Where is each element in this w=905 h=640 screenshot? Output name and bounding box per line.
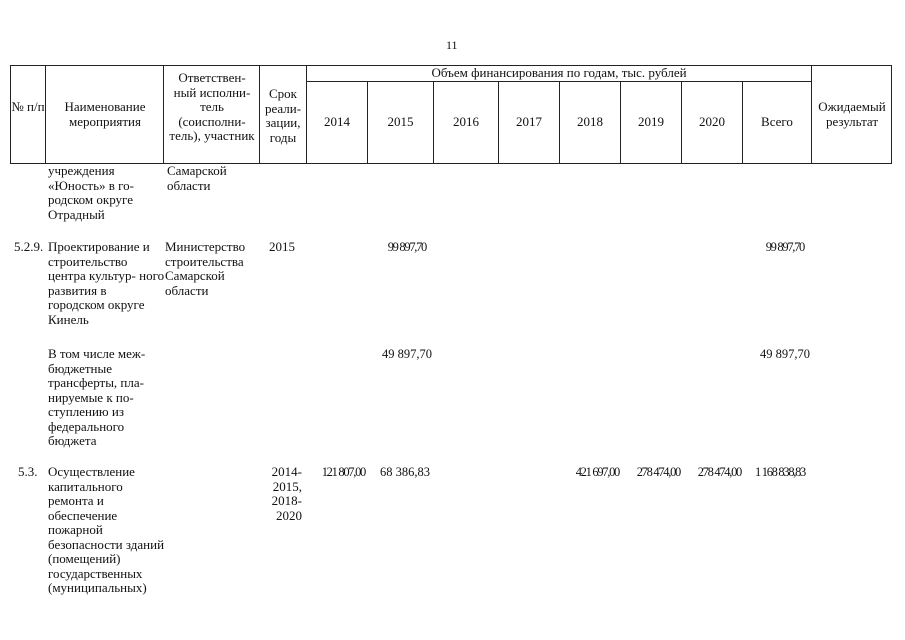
header-term: Срок реали- зации, годы [264, 86, 302, 145]
row-529-num: 5.2.9. [14, 239, 44, 254]
header-year-2014: 2014 [324, 114, 350, 129]
row-incl-value-2015: 49 897,70 [382, 347, 432, 361]
row-529-total: 99 897,70 [765, 240, 806, 254]
row-529-name: Проектирование и строительство центра ку… [48, 239, 165, 327]
header-year-2020: 2020 [699, 114, 725, 129]
header-year-2015: 2015 [387, 114, 414, 129]
row-53-value-2014: 121 807,00 [321, 465, 367, 479]
header-name: Наименование мероприятия [64, 99, 146, 129]
table-header [0, 0, 905, 170]
page-number: 11 [446, 38, 458, 52]
header-year-2019: 2019 [638, 114, 664, 129]
row-53-name: Осуществление капитального ремонта и обе… [48, 464, 165, 595]
row-53-value-2015: 68 386,83 [380, 465, 430, 479]
row-53-total: 1 168 838,83 [754, 465, 806, 479]
header-year-2018: 2018 [577, 114, 603, 129]
header-result: Ожидаемый результат [818, 99, 886, 129]
row-529-value-2015: 99 897,70 [387, 240, 428, 254]
row-529-responsible: Министерство строительства Самарской обл… [165, 239, 246, 298]
row-529-term: 2015 [269, 239, 295, 254]
header-funding: Объем финансирования по годам, тыс. рубл… [431, 65, 687, 80]
header-year-2017: 2017 [516, 114, 542, 129]
row-53-value-2019: 278 474,00 [636, 465, 682, 479]
row-53-term: 2014- 2015, 2018- 2020 [271, 464, 302, 523]
row-53-value-2018: 421 697,00 [575, 465, 621, 479]
row-continued-name: учреждения «Юность» в го- родском округе… [48, 163, 134, 222]
header-responsible: Ответствен- ный исполни- тель (соисполни… [169, 70, 255, 143]
row-53-num: 5.3. [18, 464, 38, 479]
header-year-2016: 2016 [453, 114, 479, 129]
header-total: Всего [761, 114, 793, 129]
row-53-value-2020: 278 474,00 [697, 465, 743, 479]
row-continued-responsible: Самарской области [167, 163, 227, 193]
row-incl-name: В том числе меж- бюджетные трансферты, п… [48, 346, 146, 448]
header-num: № п/п [11, 99, 45, 114]
row-incl-total: 49 897,70 [760, 347, 810, 361]
